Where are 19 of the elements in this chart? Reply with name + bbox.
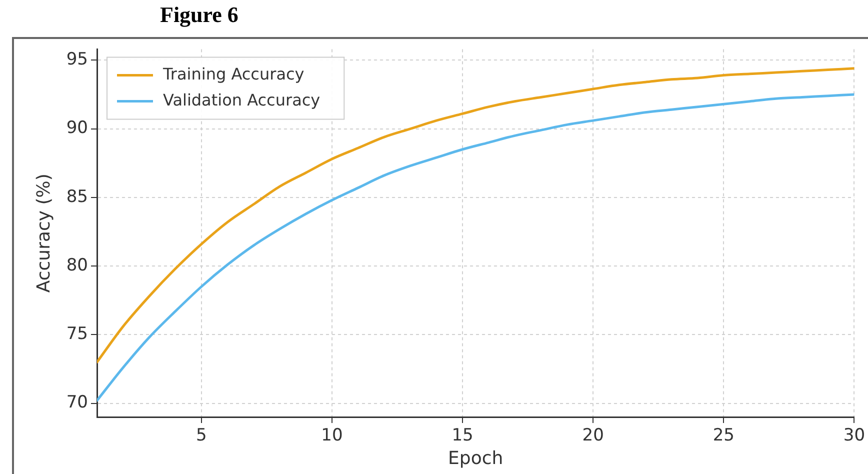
y-tick-label: 70 — [66, 392, 88, 413]
y-tick-label: 95 — [66, 50, 88, 70]
line-series — [97, 93, 854, 402]
y-tick-label: 90 — [66, 118, 88, 138]
legend-label: Training Accuracy — [162, 64, 304, 84]
x-axis-title: Epoch — [448, 448, 504, 469]
y-tick-label: 75 — [66, 324, 88, 344]
x-tick-label: 5 — [196, 426, 207, 446]
y-tick-label: 85 — [66, 186, 88, 207]
chart-title: Figure 6 — [160, 2, 238, 28]
x-tick-label: 20 — [582, 426, 604, 446]
x-tick-label: 15 — [452, 426, 474, 446]
line-series — [97, 67, 854, 364]
x-tick-label: 25 — [712, 426, 734, 446]
x-tick-label: 10 — [321, 426, 343, 446]
x-tick-label: 30 — [843, 426, 866, 446]
legend-label: Validation Accuracy — [163, 90, 320, 110]
y-axis-title: Accuracy (%) — [33, 174, 54, 293]
y-tick-label: 80 — [66, 255, 88, 276]
